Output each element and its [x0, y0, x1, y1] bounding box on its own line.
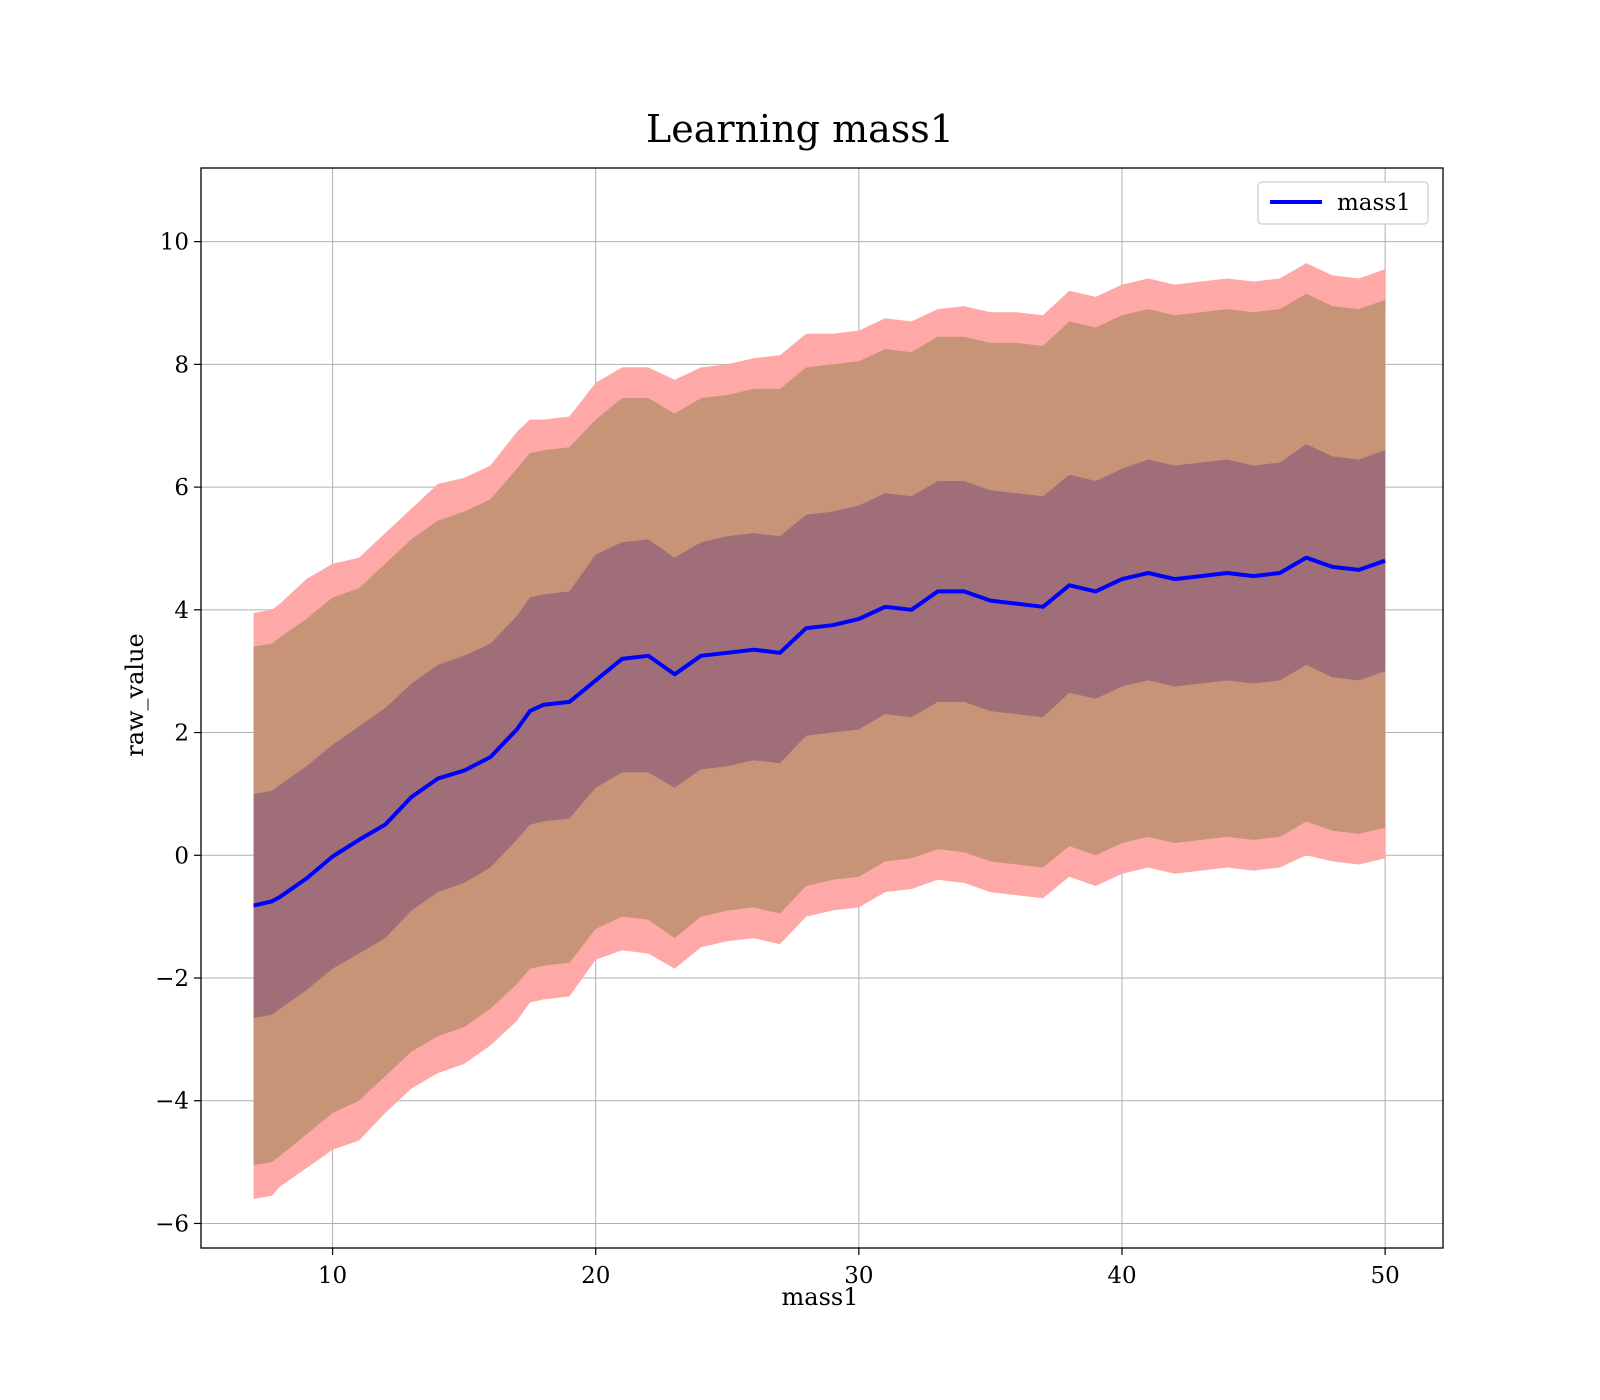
axes-frame	[200, 167, 1444, 1249]
y-tick-label: 0	[174, 843, 189, 869]
legend-box	[1257, 181, 1429, 225]
plot-area: 10 20 30 40 50 −6 −4 −2 0 2 4 6 8 10	[155, 167, 1444, 1289]
x-tick-label: 20	[581, 1263, 610, 1289]
y-tick-label: −6	[155, 1211, 189, 1237]
y-tick-label: 6	[174, 475, 189, 501]
y-axis-label: raw_value	[121, 633, 149, 757]
series-line-mass1	[253, 555, 1386, 908]
x-axis-label: mass1	[782, 1283, 859, 1311]
x-tick-label: 40	[1107, 1263, 1136, 1289]
x-tick-label: 50	[1370, 1263, 1399, 1289]
legend-label-mass1: mass1	[1337, 190, 1411, 216]
y-tick-label: 8	[174, 352, 189, 378]
y-tick-label: −4	[155, 1089, 189, 1115]
legend: mass1	[1257, 181, 1429, 225]
y-tick-label: 10	[160, 230, 189, 256]
x-tick-label: 30	[844, 1263, 873, 1289]
chart-title: Learning mass1	[646, 107, 954, 151]
y-tick-label: 2	[174, 721, 189, 747]
y-tick-label: −2	[155, 966, 189, 992]
x-tick-label: 10	[318, 1263, 347, 1289]
y-tick-label: 4	[174, 598, 189, 624]
